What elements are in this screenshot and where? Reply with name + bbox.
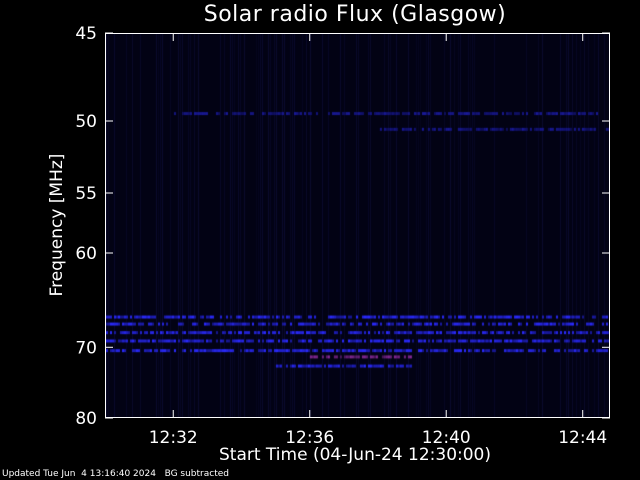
y-axis-label: Frequency [MHz] — [47, 153, 67, 297]
chart-title: Solar radio Flux (Glasgow) — [203, 2, 507, 27]
spectrogram-canvas — [106, 34, 609, 417]
y-tick-label: 80 — [75, 409, 97, 429]
y-tick-label: 45 — [75, 24, 97, 44]
footer: Updated Tue Jun 4 13:16:40 2024 BG subtr… — [2, 469, 229, 479]
y-tick-label: 50 — [75, 112, 97, 132]
y-tick-label: 70 — [75, 338, 97, 358]
spectrogram-plot-area — [105, 33, 610, 418]
updated-timestamp: Updated Tue Jun 4 13:16:40 2024 — [2, 469, 156, 479]
x-axis-label: Start Time (04-Jun-24 12:30:00) — [219, 445, 491, 465]
bg-subtracted-note: BG subtracted — [164, 469, 229, 479]
y-tick-label: 60 — [75, 244, 97, 264]
y-tick-label: 55 — [75, 184, 97, 204]
